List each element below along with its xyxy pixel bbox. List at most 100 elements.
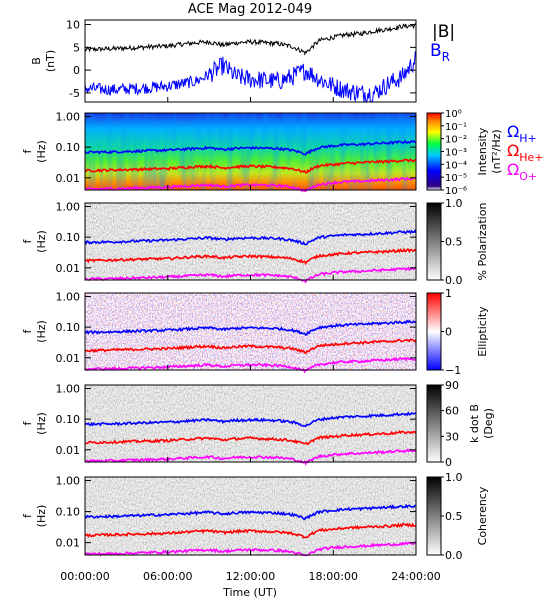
ellipticity-y-label-unit: (Hz) xyxy=(35,320,48,343)
legend-omega-symbol: Ω xyxy=(507,141,519,160)
k-dot-b-panel: 1.00 0.10 0.01 f (Hz) 90 60 30 0 k dot B (Deg) xyxy=(21,379,495,469)
b-field-y-label-name: B xyxy=(30,57,43,65)
coherency-he-plus-gyro-line xyxy=(84,522,417,539)
coherency-y-tick-label: 1.00 xyxy=(56,475,81,488)
coherency-colorbar-tick-label: 0.0 xyxy=(445,549,463,562)
intensity-colorbar-tick-label: 10⁻¹ xyxy=(445,122,467,133)
coherency-y-tick-label: 0.10 xyxy=(56,506,81,519)
ellipticity-y-label-name: f xyxy=(21,328,34,333)
k-dot-b-colorbar-label-unit: (Deg) xyxy=(482,408,495,439)
x-tick-label: 06:00:00 xyxy=(143,570,192,583)
x-axis-label: Time (UT) xyxy=(222,586,277,599)
intensity-h-plus-gyro-line xyxy=(84,139,417,156)
ellipticity-colorbar xyxy=(426,292,442,371)
intensity-colorbar-tick-label: 10⁻³ xyxy=(445,148,467,159)
figure-title: ACE Mag 2012-049 xyxy=(188,2,312,17)
intensity-colorbar-label-unit: (nT²/Hz) xyxy=(490,129,503,173)
k-dot-b-colorbar-tick-label: 90 xyxy=(445,379,459,392)
ellipticity-colorbar-tick-label: 1 xyxy=(445,287,452,300)
legend-omega-symbol: Ω xyxy=(507,160,519,179)
polarization-y-label-name: f xyxy=(21,238,34,243)
coherency-colorbar-tick-label: 0.5 xyxy=(445,510,463,523)
intensity-colorbar-tick-label: 10⁻⁶ xyxy=(445,186,467,197)
coherency-y-tick-label: 0.01 xyxy=(56,537,81,550)
intensity-y-tick-label: 1.00 xyxy=(56,110,81,123)
intensity-colorbar-tick-label: 10⁻⁴ xyxy=(445,160,467,171)
ellipticity-colorbar-label: Ellipticity xyxy=(476,306,489,357)
coherency-colorbar-label-name: Coherency xyxy=(476,486,489,545)
ellipticity-y-tick-label: 0.01 xyxy=(56,352,81,365)
intensity-colorbar-tick-label: 10⁰ xyxy=(445,109,462,120)
legend-b-r: BR xyxy=(430,41,450,64)
polarization-colorbar-label: % Polarization xyxy=(476,203,489,281)
b-total-line xyxy=(84,23,417,56)
coherency-colorbar-label: Coherency xyxy=(476,486,489,545)
legend-b-r-subscript: R xyxy=(442,50,450,64)
k-dot-b-y-label-name: f xyxy=(21,420,34,425)
ellipticity-he-plus-gyro-line xyxy=(84,338,417,355)
legend-omega-symbol: Ω xyxy=(507,122,519,141)
coherency-panel: 1.00 0.10 0.01 f (Hz) 1.0 0.5 0.0 Coherency xyxy=(21,471,489,562)
legend-omega-subscript: O+ xyxy=(519,170,537,183)
ellipticity-colorbar-tick-label: −1 xyxy=(445,364,461,377)
intensity-y-label: f (Hz) xyxy=(21,140,48,163)
k-dot-b-colorbar-label: k dot B (Deg) xyxy=(468,404,495,443)
ellipticity-y-tick-label: 0.10 xyxy=(56,321,81,334)
polarization-colorbar-tick-label: 0.0 xyxy=(445,274,463,287)
coherency-y-label: f (Hz) xyxy=(21,505,48,528)
polarization-panel: 1.00 0.10 0.01 f (Hz) 1.0 0.5 0.0 % Polarization xyxy=(21,197,489,287)
polarization-y-tick-label: 0.01 xyxy=(56,262,81,275)
polarization-h-plus-gyro-line xyxy=(84,229,417,246)
intensity-y-tick-label: 0.01 xyxy=(56,172,81,185)
k-dot-b-y-tick-label: 1.00 xyxy=(56,382,81,395)
b-field-y-tick-label: 0 xyxy=(73,64,80,77)
b-field-y-tick-label: 5 xyxy=(73,41,80,54)
ellipticity-panel: 1.00 0.10 0.01 f (Hz) 1 0 −1 Ellipticity xyxy=(21,287,489,377)
polarization-y-tick-label: 0.10 xyxy=(56,231,81,244)
legend-b-r-base: B xyxy=(430,41,442,61)
intensity-colorbar-label: Intensity (nT²/Hz) xyxy=(476,127,503,175)
x-axis: 00:00:00 06:00:00 12:00:00 18:00:00 24:00:00 xyxy=(60,570,440,583)
intensity-colorbar-tick-label: 10⁻² xyxy=(445,135,467,146)
polarization-colorbar-tick-label: 1.0 xyxy=(445,197,463,210)
k-dot-b-colorbar-tick-label: 60 xyxy=(445,405,459,418)
ellipticity-colorbar-label-name: Ellipticity xyxy=(476,306,489,357)
k-dot-b-h-plus-gyro-line xyxy=(84,411,417,428)
polarization-spectrogram xyxy=(85,203,416,280)
ellipticity-y-label: f (Hz) xyxy=(21,320,48,343)
coherency-colorbar-tick-label: 1.0 xyxy=(445,471,463,484)
b-field-y-label-unit: (nT) xyxy=(44,50,57,72)
k-dot-b-colorbar xyxy=(426,384,442,463)
intensity-panel: 1.00 0.10 0.01 f (Hz) 10⁰ 10⁻¹ 10⁻² 10⁻³10⁻⁴ 10⁻⁵… xyxy=(21,109,544,197)
k-dot-b-colorbar-tick-label: 30 xyxy=(445,430,459,443)
k-dot-b-y-tick-label: 0.10 xyxy=(56,413,81,426)
ellipticity-colorbar-tick-label: 0 xyxy=(445,326,452,339)
intensity-y-label-unit: (Hz) xyxy=(35,140,48,163)
polarization-y-label: f (Hz) xyxy=(21,230,48,253)
ellipticity-y-tick-label: 1.00 xyxy=(56,290,81,303)
intensity-colorbar-tick-label: 10⁻⁵ xyxy=(445,173,467,184)
intensity-he-plus-gyro-line xyxy=(84,158,416,174)
b-field-y-label: B (nT) xyxy=(30,50,57,72)
k-dot-b-colorbar-label-name: k dot B xyxy=(468,404,481,443)
coherency-colorbar xyxy=(426,476,442,556)
legend-omega-subscript: He+ xyxy=(519,151,543,164)
coherency-y-label-name: f xyxy=(21,513,34,518)
intensity-y-tick-label: 0.10 xyxy=(56,141,81,154)
polarization-colorbar-tick-label: 0.5 xyxy=(445,236,463,249)
b-r-line xyxy=(84,51,417,104)
intensity-colorbar-label-name: Intensity xyxy=(476,127,489,175)
coherency-y-label-unit: (Hz) xyxy=(35,505,48,528)
intensity-colorbar xyxy=(426,112,442,191)
b-field-y-tick-label: 10 xyxy=(66,19,80,32)
legend-omega-h-plus: ΩH+ xyxy=(507,122,537,145)
k-dot-b-colorbar-tick-label: 0 xyxy=(445,456,452,469)
polarization-colorbar-label-name: % Polarization xyxy=(476,203,489,281)
x-tick-label: 12:00:00 xyxy=(226,570,275,583)
k-dot-b-y-label-unit: (Hz) xyxy=(35,412,48,435)
legend-b-total: |B| xyxy=(432,22,455,42)
legend-omega-subscript: H+ xyxy=(519,132,537,145)
x-tick-label: 00:00:00 xyxy=(60,570,109,583)
